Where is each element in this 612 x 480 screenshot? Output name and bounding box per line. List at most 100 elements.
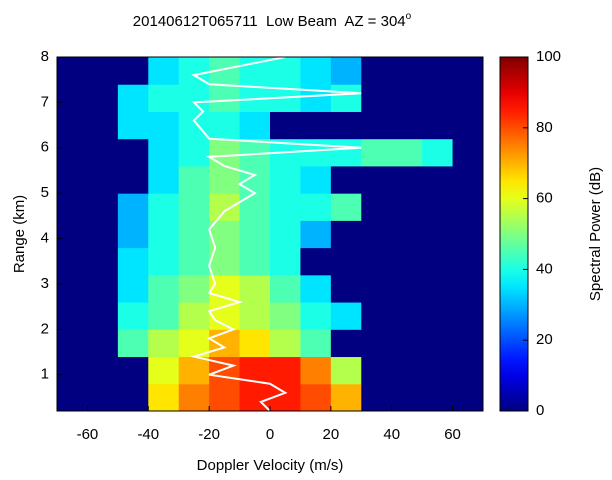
heatmap-cell: [270, 165, 301, 194]
heatmap-cell: [330, 84, 362, 112]
heatmap-cell: [57, 220, 88, 249]
heatmap-cell: [87, 138, 119, 167]
heatmap-cell: [270, 57, 301, 85]
heatmap-cell: [452, 247, 484, 276]
heatmap-cell: [361, 193, 393, 221]
heatmap-cell: [391, 193, 423, 221]
heatmap-cell: [452, 329, 484, 358]
heatmap-cell: [148, 383, 180, 412]
heatmap-cell: [300, 356, 332, 385]
heatmap-cell: [330, 193, 362, 221]
heatmap-cell: [178, 57, 210, 85]
heatmap-cell: [57, 247, 88, 276]
heatmap-cell: [178, 383, 210, 412]
heatmap-cell: [452, 302, 484, 330]
heatmap-cell: [422, 302, 454, 330]
heatmap-cell: [361, 165, 393, 194]
heatmap-cell: [270, 302, 301, 330]
heatmap-cell: [57, 57, 88, 85]
heatmap-cell: [330, 138, 362, 167]
colorbar-tick-label: 100: [536, 48, 561, 65]
heatmap-cell: [452, 165, 484, 194]
heatmap-cell: [178, 220, 210, 249]
heatmap-cell: [57, 165, 88, 194]
heatmap-cell: [422, 220, 454, 249]
heatmap-cell: [361, 84, 393, 112]
heatmap-cell: [300, 274, 332, 303]
heatmap-cell: [148, 356, 180, 385]
y-tick-label: 2: [41, 320, 49, 337]
heatmap-cell: [422, 274, 454, 303]
heatmap-cell: [148, 193, 180, 221]
heatmap-cell: [57, 84, 88, 112]
heatmap-cell: [178, 165, 210, 194]
heatmap-cell: [148, 111, 180, 140]
heatmap-cell: [87, 84, 119, 112]
heatmap-cell: [148, 329, 180, 358]
heatmap-cell: [239, 247, 271, 276]
heatmap-cell: [422, 165, 454, 194]
heatmap-cell: [117, 247, 149, 276]
heatmap-cell: [300, 165, 332, 194]
x-tick-label: 60: [444, 426, 461, 443]
heatmap-cell: [300, 329, 332, 358]
heatmap-cell: [270, 274, 301, 303]
heatmap-cell: [330, 57, 362, 85]
heatmap-cell: [239, 220, 271, 249]
heatmap-cell: [391, 247, 423, 276]
heatmap-cell: [117, 383, 149, 412]
heatmap-cell: [117, 329, 149, 358]
heatmap-cell: [361, 138, 393, 167]
heatmap-cell: [330, 329, 362, 358]
heatmap-cell: [117, 193, 149, 221]
heatmap-cell: [117, 220, 149, 249]
heatmap-cell: [422, 57, 454, 85]
heatmap-cell: [361, 57, 393, 85]
heatmap-cell: [57, 302, 88, 330]
x-tick-label: -40: [137, 426, 159, 443]
chart-title: 20140612T065711 Low Beam AZ = 304o: [133, 11, 412, 30]
heatmap-cell: [422, 356, 454, 385]
heatmap-cell: [361, 383, 393, 412]
heatmap-cell: [87, 356, 119, 385]
heatmap-cell: [57, 383, 88, 412]
colorbar-label: Spectral Power (dB): [587, 167, 604, 301]
x-tick-label: 0: [266, 426, 274, 443]
x-tick-label: 40: [383, 426, 400, 443]
heatmap-cell: [270, 329, 301, 358]
heatmap-cell: [270, 247, 301, 276]
colorbar-tick-label: 80: [536, 119, 553, 136]
heatmap-cell: [361, 247, 393, 276]
heatmap-cell: [330, 220, 362, 249]
heatmap-cell: [117, 302, 149, 330]
heatmap-cell: [209, 165, 241, 194]
heatmap-cell: [178, 193, 210, 221]
heatmap-cell: [391, 302, 423, 330]
heatmap-cell: [452, 57, 484, 85]
heatmap-cell: [330, 302, 362, 330]
y-tick-label: 8: [41, 48, 49, 65]
heatmap-cell: [361, 111, 393, 140]
heatmap-cell: [300, 220, 332, 249]
title-superscript: o: [406, 11, 412, 22]
heatmap-cell: [57, 356, 88, 385]
heatmap-cell: [300, 84, 332, 112]
heatmap-cell: [178, 302, 210, 330]
heatmap-cell: [87, 57, 119, 85]
heatmap-cell: [87, 165, 119, 194]
heatmap-cell: [330, 247, 362, 276]
heatmap-cell: [452, 111, 484, 140]
heatmap-cell: [391, 57, 423, 85]
heatmap-cell: [300, 247, 332, 276]
heatmap-cell: [148, 302, 180, 330]
heatmap-cell: [452, 383, 484, 412]
heatmap-cell: [391, 138, 423, 167]
heatmap-cell: [361, 302, 393, 330]
heatmap-cell: [330, 165, 362, 194]
heatmap-cell: [270, 356, 301, 385]
heatmap-cell: [391, 329, 423, 358]
heatmap-cell: [87, 247, 119, 276]
heatmap-cell: [117, 138, 149, 167]
heatmap-cell: [239, 165, 271, 194]
